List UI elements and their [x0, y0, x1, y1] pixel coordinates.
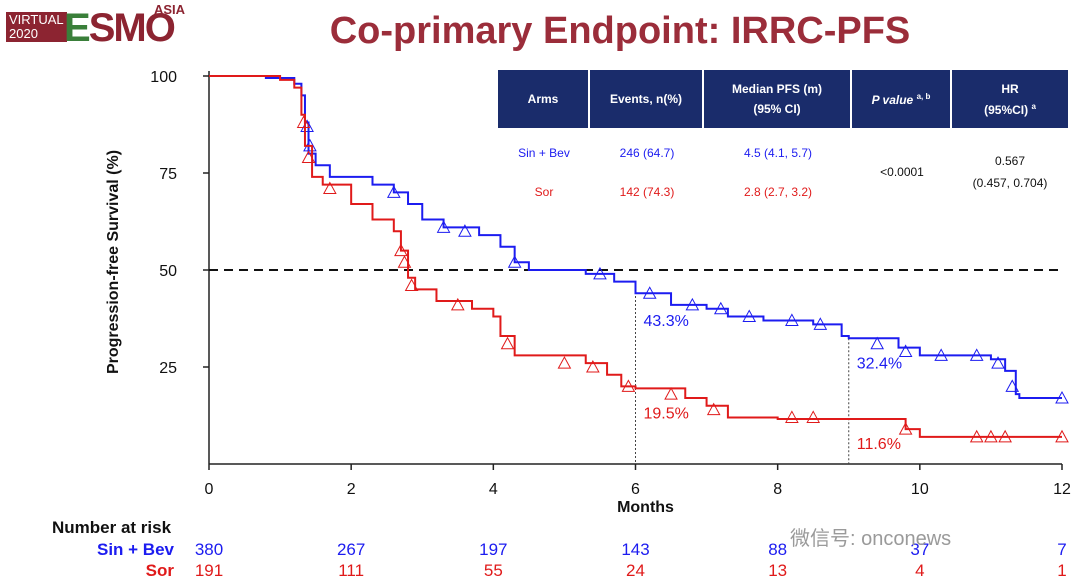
risk-label-sinbev: Sin + Bev — [96, 540, 174, 559]
risk-value: 197 — [479, 540, 508, 559]
risk-value: 143 — [621, 540, 650, 559]
x-tick-label: 4 — [489, 481, 498, 498]
censor-mark — [898, 344, 913, 357]
x-tick-label: 12 — [1053, 481, 1071, 498]
y-tick-label: 25 — [159, 360, 177, 377]
censor-mark — [394, 243, 408, 257]
logo-virtual: VIRTUAL 2020 — [6, 12, 67, 42]
row-sinbev-arm: Sin + Bev — [518, 146, 570, 160]
censor-mark — [1055, 390, 1069, 404]
esmo-logo: VIRTUAL 2020 ESMO ASIA — [4, 2, 194, 50]
logo-esmo: ESMO — [64, 6, 176, 50]
censor-mark — [984, 429, 998, 443]
censor-mark — [785, 313, 799, 326]
censor-mark — [813, 317, 828, 330]
row-sor-events: 142 (74.3) — [619, 185, 675, 199]
censor-mark — [713, 301, 728, 315]
censor-mark — [557, 356, 572, 369]
censor-mark — [593, 266, 607, 280]
x-tick-label: 0 — [205, 481, 214, 498]
censor-mark — [386, 185, 401, 198]
row-sor-median: 2.8 (2.7, 3.2) — [743, 185, 813, 199]
slide-title: Co-primary Endpoint: IRRC-PFS — [329, 10, 911, 52]
censor-mark — [969, 429, 984, 443]
censor-mark — [898, 422, 913, 435]
censor-mark — [685, 297, 700, 311]
censor-mark — [458, 224, 472, 237]
th-pvalue: P value a, b — [852, 70, 952, 128]
censor-mark — [742, 309, 757, 323]
y-tick-label: 75 — [159, 166, 177, 183]
x-axis-label: Months — [617, 499, 674, 516]
y-tick-label: 100 — [150, 69, 177, 86]
p-value: <0.0001 — [880, 165, 924, 179]
th-arms: Arms — [498, 70, 590, 128]
row-sinbev-median: 4.5 (4.1, 5.7) — [743, 146, 813, 160]
risk-value: 267 — [336, 540, 366, 559]
censor-mark — [934, 348, 949, 361]
censor-mark — [1005, 379, 1020, 392]
censor-mark — [507, 255, 522, 268]
logo-asia: ASIA — [154, 2, 186, 17]
y-tick-label: 50 — [159, 263, 177, 280]
x-tick-label: 8 — [773, 481, 782, 498]
y-axis-label: Progression-free Survival (%) — [105, 150, 122, 374]
censor-mark — [969, 348, 984, 361]
censor-mark — [301, 150, 316, 163]
risk-label-sor: Sor — [145, 561, 174, 580]
row-sor-arm: Sor — [534, 185, 554, 199]
risk-value: 1 — [1057, 561, 1067, 580]
risk-heading: Number at risk — [52, 518, 172, 537]
censor-mark — [706, 402, 721, 416]
censor-mark — [397, 255, 412, 268]
censor-mark — [450, 297, 465, 311]
censor-mark — [500, 336, 515, 350]
x-tick-label: 6 — [631, 481, 640, 498]
x-tick-label: 10 — [911, 481, 929, 498]
landmark-label: 11.6% — [857, 436, 901, 453]
row-sinbev-events: 246 (64.7) — [619, 146, 675, 160]
censor-mark — [404, 278, 419, 292]
censor-mark — [296, 115, 311, 129]
censor-mark — [322, 181, 337, 195]
km-curve-sinbev — [209, 75, 1062, 400]
landmark-label: 19.5% — [644, 405, 689, 422]
censor-mark — [586, 359, 600, 373]
risk-value: 24 — [626, 561, 645, 580]
censor-mark — [1055, 429, 1069, 443]
censor-mark — [991, 356, 1005, 369]
km-curve-sor — [209, 75, 1062, 438]
risk-value: 13 — [768, 561, 788, 580]
risk-value: 7 — [1057, 540, 1067, 559]
hr-value: 0.567 — [994, 154, 1026, 168]
x-tick-label: 2 — [347, 481, 356, 498]
risk-value: 37 — [910, 540, 930, 559]
risk-value: 191 — [194, 561, 224, 580]
risk-value: 4 — [915, 561, 925, 580]
censor-mark — [785, 410, 799, 423]
censor-mark — [642, 286, 657, 299]
censor-mark — [436, 220, 451, 233]
risk-value: 88 — [768, 540, 788, 559]
th-hr: HR (95%CI) a — [952, 70, 1068, 128]
risk-value: 55 — [483, 561, 503, 580]
th-median: Median PFS (m) (95% CI) — [704, 70, 852, 128]
landmark-label: 32.4% — [857, 355, 902, 372]
th-events: Events, n(%) — [590, 70, 704, 128]
watermark: 微信号: onconews — [790, 528, 952, 550]
risk-value: 380 — [194, 540, 224, 559]
censor-mark — [664, 387, 678, 400]
hr-ci: (0.457, 0.704) — [972, 176, 1048, 190]
censor-mark — [621, 379, 636, 392]
censor-mark — [998, 429, 1012, 443]
censor-mark — [870, 336, 885, 350]
censor-mark — [806, 410, 821, 423]
risk-value: 111 — [338, 561, 365, 580]
landmark-label: 43.3% — [644, 313, 689, 330]
